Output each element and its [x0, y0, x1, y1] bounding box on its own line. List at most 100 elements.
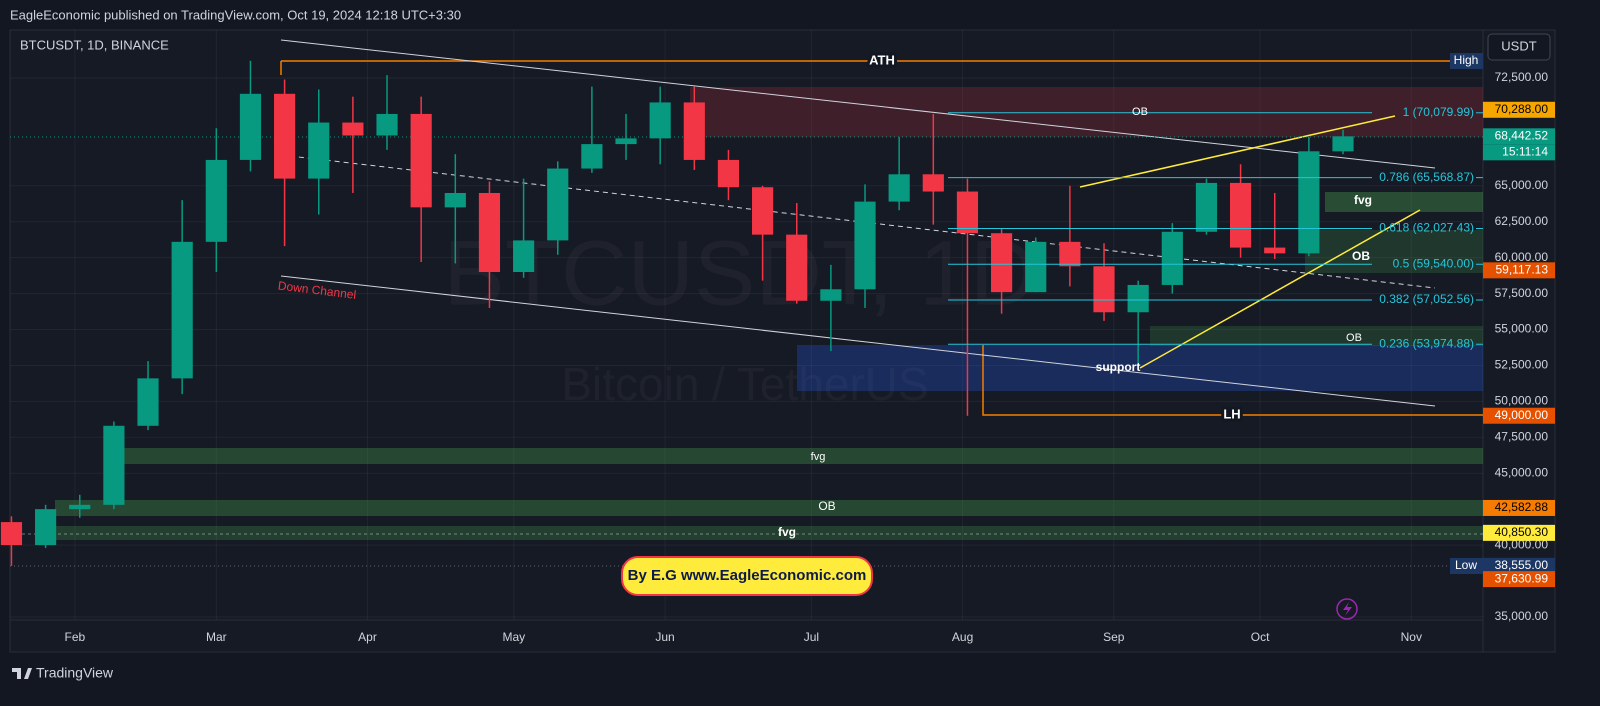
annotation: OB [818, 499, 835, 513]
ob-zone-long [55, 500, 1483, 516]
candle-body [1093, 266, 1115, 313]
lh-line [982, 345, 1483, 416]
overlay: 72,500.00 65,000.00 62,500.00 60,000.00 57,5… [65, 49, 1555, 644]
price-badge [1483, 557, 1555, 574]
x-tick-label: Nov [1401, 630, 1422, 644]
candle-body [888, 174, 910, 202]
channel-upper [280, 39, 1436, 169]
ob-zone-top [690, 87, 1483, 137]
fvg-zone-long [118, 448, 1483, 464]
extreme-badge [1450, 53, 1483, 69]
currency-label[interactable]: USDT [1501, 38, 1536, 53]
candle-body [1332, 136, 1354, 152]
candle-body [1195, 182, 1218, 232]
annotation: OB [1346, 332, 1362, 344]
symbol-legend: BTCUSDT, 1D, BINANCE [20, 37, 169, 52]
countdown-badge [1483, 144, 1555, 161]
candle-body [171, 241, 193, 379]
candle-body [35, 509, 57, 546]
price-badge [1483, 101, 1555, 118]
candle-body [1127, 284, 1149, 313]
currency-button[interactable] [1487, 33, 1551, 61]
fib-label: 0.786 (65,568.87) [1379, 170, 1474, 184]
candle-body [956, 191, 979, 234]
extreme-label: High [1454, 53, 1479, 67]
price-badge-label: 49,000.00 [1495, 408, 1549, 422]
fib-label: 1 (70,079.99) [1403, 105, 1474, 119]
x-tick-label: Apr [358, 630, 377, 644]
candle-body [410, 113, 432, 208]
y-tick-label: 65,000.00 [1495, 178, 1549, 192]
x-tick-label: Feb [65, 630, 86, 644]
annotation: OB [1132, 106, 1148, 118]
channel-lower [280, 275, 1436, 407]
candle-body [752, 187, 774, 235]
candle-body [103, 425, 125, 505]
candle-body [683, 102, 705, 160]
price-badge-label: 59,117.13 [1496, 263, 1549, 277]
fib-label: 0.5 (59,540.00) [1393, 256, 1474, 270]
candle-body [1161, 231, 1183, 285]
candle-body [0, 522, 23, 546]
annotation: support [1096, 360, 1141, 374]
candles [0, 60, 1354, 566]
candle-body [1025, 241, 1047, 293]
price-badge-label: 68,442.52 [1495, 128, 1549, 142]
price-badge [1483, 407, 1555, 424]
banner-text: By E.G www.EagleEconomic.com [628, 567, 867, 584]
candle-body [513, 240, 535, 273]
y-tick-label: 62,500.00 [1495, 214, 1549, 228]
watermark-symbol: BTCUSDT, 1D [444, 222, 1037, 324]
candle-body [615, 138, 637, 145]
annotation: ATH [869, 52, 895, 67]
candle-body [342, 122, 364, 136]
candle-body [205, 159, 227, 242]
y-tick-label: 52,500.00 [1495, 358, 1549, 372]
annotation: LH [1223, 406, 1240, 421]
candle-body [649, 102, 671, 139]
candle-body [1059, 241, 1081, 267]
x-tick-label: May [503, 630, 526, 644]
zones [40, 87, 1483, 540]
banner-box [621, 556, 873, 596]
price-badge [1483, 128, 1555, 145]
candle-body [786, 234, 808, 301]
price-badge [1483, 262, 1555, 279]
candle-body [922, 174, 944, 192]
y-tick-label: 55,000.00 [1495, 322, 1549, 336]
candle-body [274, 93, 296, 179]
y-tick-label: 57,500.00 [1495, 286, 1549, 300]
y-tick-label: 47,500.00 [1495, 429, 1549, 443]
wedge-lower [1139, 209, 1421, 369]
price-badge-label: 70,288.00 [1495, 102, 1549, 116]
candle-body [376, 113, 398, 136]
watermark-name: Bitcoin / TetherUS [561, 358, 928, 410]
alert-icon-bolt[interactable] [1343, 602, 1352, 616]
y-tick-label: 72,500.00 [1495, 70, 1549, 84]
candle-body [137, 378, 159, 426]
price-badge-label: 38,555.00 [1495, 558, 1549, 572]
fib-label: 0.382 (57,052.56) [1379, 292, 1474, 306]
watermark: BTCUSDT, 1D Bitcoin / TetherUS [444, 222, 1037, 410]
candle-body [991, 233, 1013, 293]
candle-body [1264, 247, 1286, 254]
price-badge [1483, 571, 1555, 588]
ob-zone-lower-right [1150, 326, 1483, 346]
tv-logo-mark [12, 668, 32, 679]
y-tick-label: 60,000.00 [1495, 250, 1549, 264]
fib-label: 0.236 (53,974.88) [1379, 336, 1474, 350]
chart-panel [9, 29, 1556, 653]
y-tick-label: 50,000.00 [1495, 394, 1549, 408]
price-badge-label: 42,582.88 [1495, 500, 1549, 514]
publisher-line: EagleEconomic published on TradingView.c… [10, 7, 461, 22]
alert-icon[interactable] [1336, 598, 1358, 620]
price-badge-label: 40,850.30 [1495, 525, 1549, 539]
price-badge-label: 37,630.99 [1495, 571, 1549, 585]
x-tick-label: Mar [206, 630, 227, 644]
extreme-badge [1450, 558, 1483, 574]
fib-label: 0.618 (62,027.43) [1379, 221, 1474, 235]
wedge-upper [1079, 115, 1396, 188]
candle-body [1230, 182, 1252, 248]
